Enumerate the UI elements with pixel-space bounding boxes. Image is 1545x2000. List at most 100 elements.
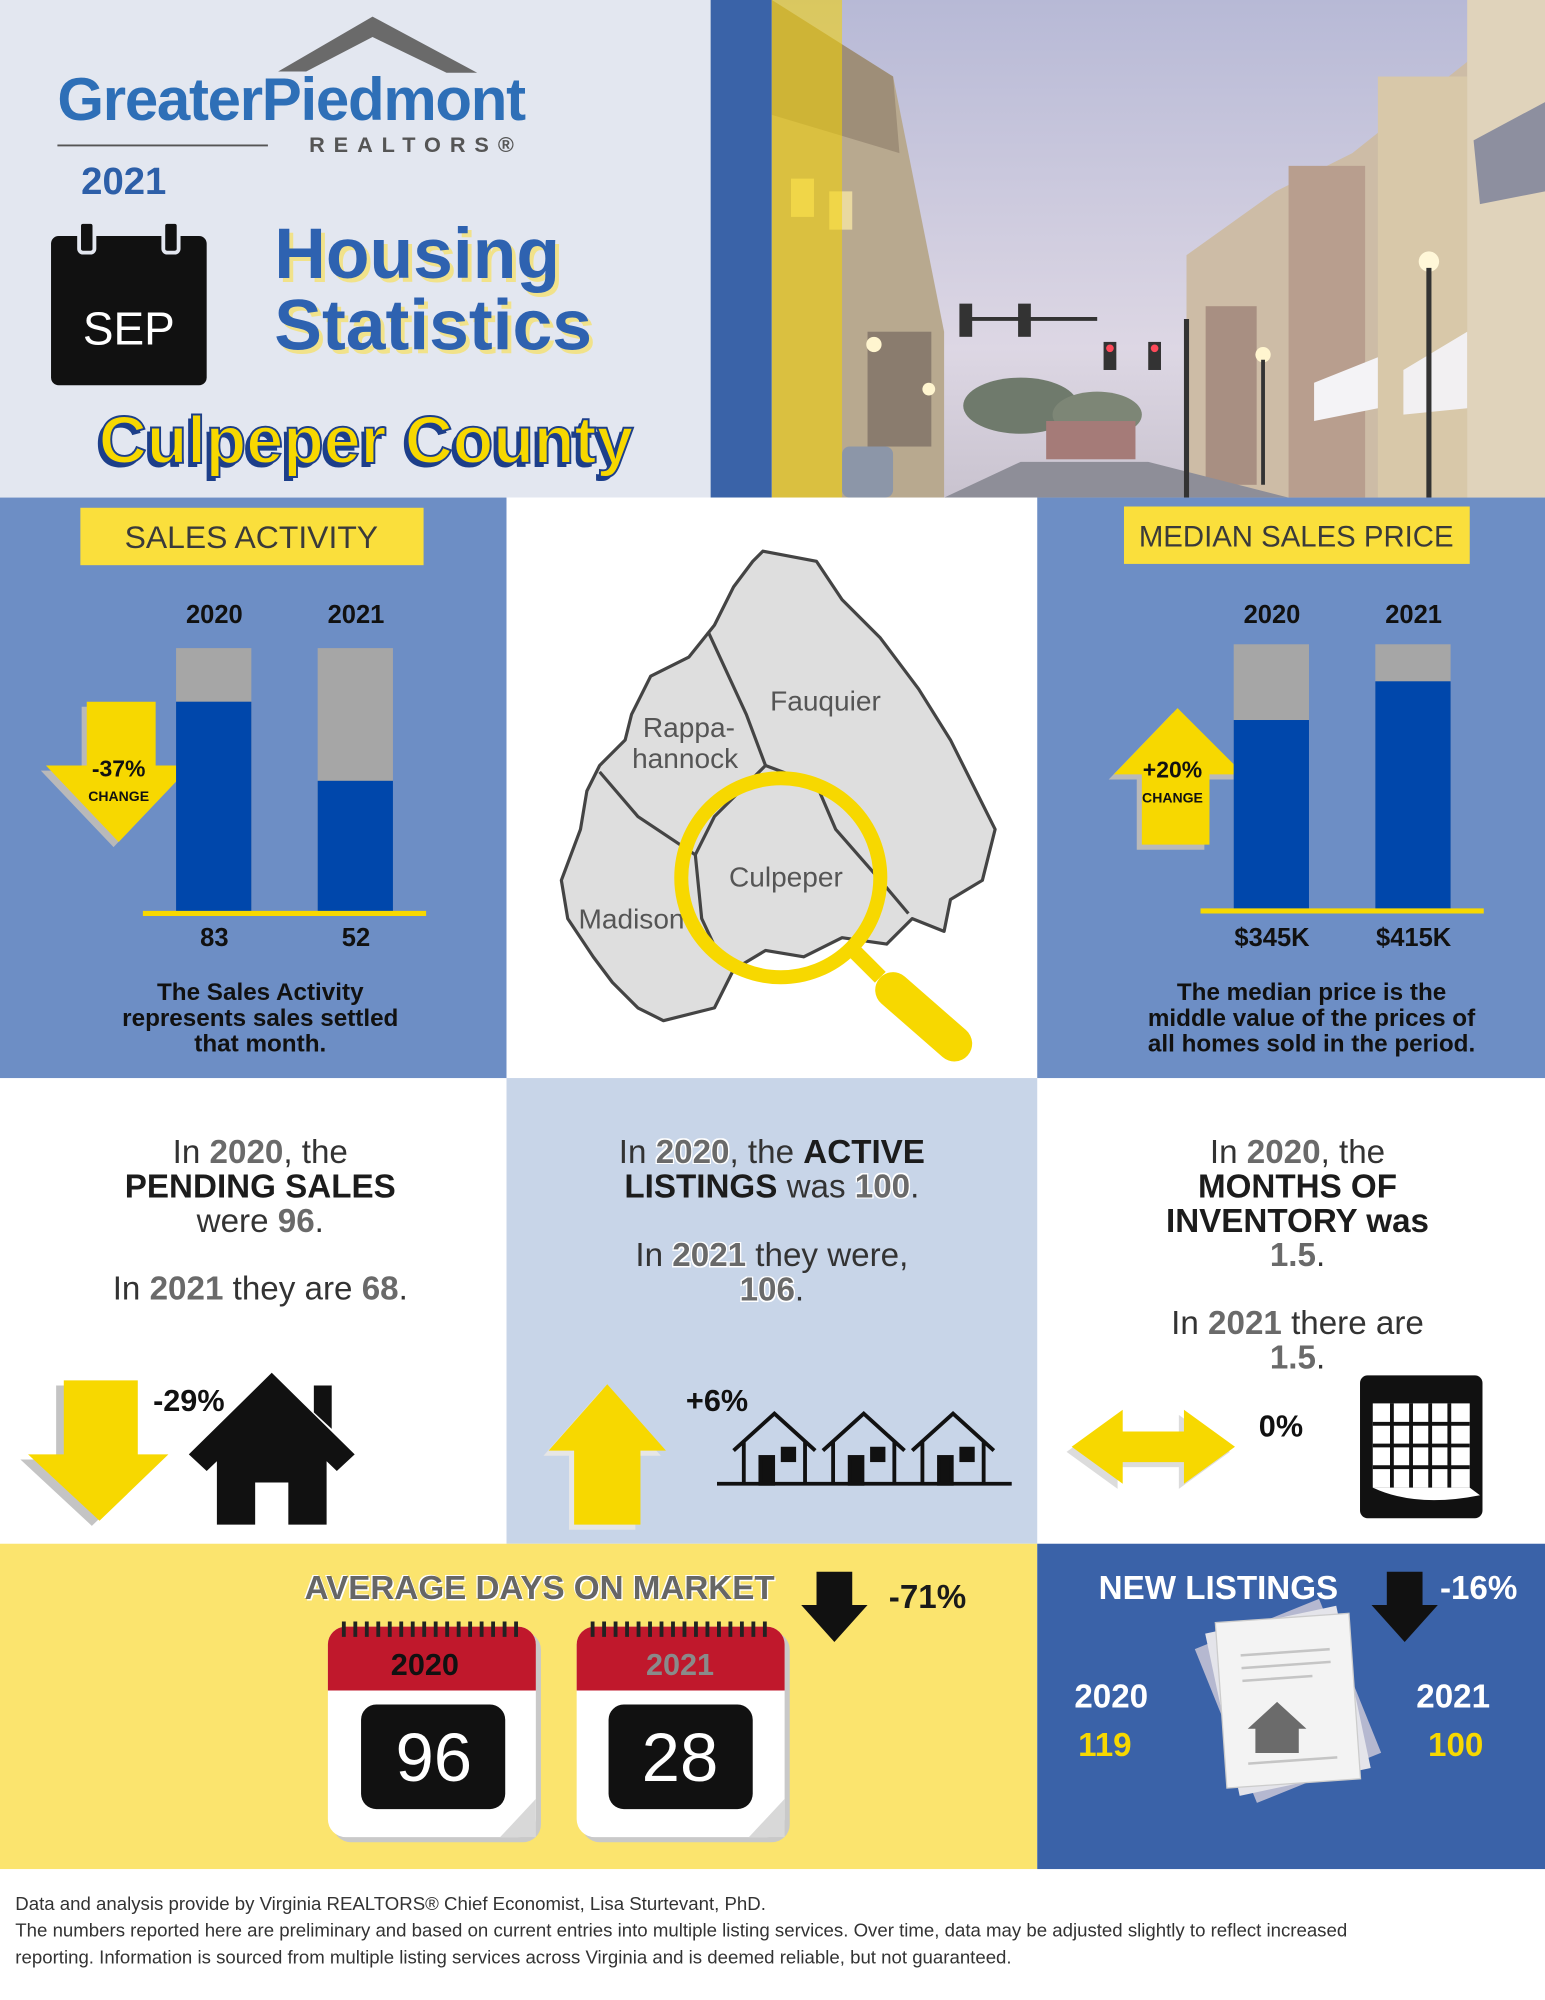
value-label: $345K [1234,924,1310,953]
change-value: -16% [1439,1568,1518,1607]
text-fragment: 106 [739,1270,795,1309]
change-word: CHANGE [88,789,150,806]
year-label: 2020 [390,1648,459,1683]
logo-subtext: REALTORS® [309,132,523,157]
title: Housing [274,213,561,294]
text-line: In 2021 there are [1171,1303,1424,1343]
logo-roof [278,16,478,73]
text-fragment: . [398,1268,408,1308]
year-label: 2021 [1385,601,1442,630]
text-fragment: . [1315,1235,1326,1274]
text-fragment: PENDING SALES [124,1166,396,1206]
text-fragment: MONTHS OF [1197,1166,1398,1206]
text-fragment: 100 [854,1166,911,1206]
text-fragment: 2021 [149,1268,224,1308]
text-fragment: In [172,1132,210,1171]
year-label: 2021 [327,601,385,630]
year: 2021 [81,160,167,203]
text-line: In 2020, the [1210,1132,1385,1172]
text-fragment: 2020 [1246,1132,1321,1171]
text-line: 106. [740,1270,805,1310]
title: Statistics [274,284,592,365]
double-arrow [1071,1409,1235,1484]
year-label: 2021 [1416,1677,1491,1716]
down-arrow [801,1571,868,1642]
text-fragment: 1.5 [1269,1337,1316,1376]
map-label: Rappa- [643,712,735,743]
note: that month. [194,1030,327,1058]
text-fragment: , the [283,1132,348,1171]
text-line: LISTINGS was 100. [624,1167,919,1207]
text-fragment: ACTIVE [803,1132,925,1171]
note: middle value of the prices of [1147,1005,1476,1033]
text-line: 1.5. [1270,1338,1325,1378]
text-line: In 2020, the [173,1132,348,1172]
text-fragment: 2021 [1208,1303,1282,1342]
note: The median price is the [1176,979,1447,1007]
text-fragment: was [777,1166,855,1206]
text-fragment: 2020 [655,1132,730,1171]
map-label: Madison [579,904,685,935]
section-title: NEW LISTINGS [1098,1568,1339,1607]
logo-text: GreaterPiedmont [57,65,526,133]
text-line: PENDING SALES [125,1167,396,1207]
calendar-icon [51,220,207,386]
text-line: In 2021 they were, [635,1236,908,1276]
section-title: AVERAGE DAYS ON MARKET [304,1568,775,1607]
day-count: 96 [395,1719,473,1797]
text-line: INVENTORY was [1166,1201,1429,1241]
text-fragment: In [1171,1303,1209,1342]
text-fragment: they are [223,1268,362,1308]
bar [1375,681,1451,911]
header-stripe [710,0,772,498]
footer-line: reporting. Information is sourced from m… [15,1948,1012,1969]
text-fragment: 2021 [672,1235,747,1274]
year-label: 2020 [185,601,243,630]
day-calendar [327,1621,541,1843]
bar [317,780,393,914]
change-value: +20% [1142,757,1203,783]
year-label: 2021 [645,1648,715,1683]
street-photo [771,0,1545,498]
change-value: +6% [685,1384,749,1419]
county: Culpeper County [98,403,634,479]
bar [176,701,252,914]
section-label: SALES ACTIVITY [124,519,379,556]
calendar-grid-icon [1360,1375,1483,1519]
text-fragment: . [794,1270,805,1309]
label-box [80,507,424,566]
house-icon [188,1372,355,1525]
listing-count: 119 [1078,1725,1132,1764]
down-arrow [45,701,192,843]
map-label: Culpeper [729,861,843,892]
footer-line: The numbers reported here are preliminar… [15,1921,1348,1942]
text-fragment: In [618,1132,656,1171]
year-label: 2020 [1074,1677,1149,1716]
text-fragment: , the [1320,1132,1386,1171]
change-word: CHANGE [1142,791,1203,807]
text-fragment: 2020 [209,1132,284,1171]
text-fragment: 68 [361,1268,399,1308]
note: all homes sold in the period. [1147,1030,1476,1058]
text-fragment: they were, [746,1235,909,1274]
change-value: 0% [1258,1409,1304,1445]
map-label: hannock [632,743,739,774]
value-label: $415K [1376,924,1452,953]
down-arrow [1371,1571,1438,1642]
text-fragment: In [1209,1132,1247,1171]
text-fragment: . [910,1166,920,1206]
change-value: -29% [153,1384,225,1419]
map-label: Fauquier [770,685,881,716]
magnifier [674,771,973,1062]
text-line: were 96. [197,1201,324,1241]
text-fragment: 1.5 [1269,1235,1316,1274]
up-arrow [1113,708,1244,845]
document-icon [1194,1598,1382,1803]
day-count: 28 [641,1719,719,1797]
month: SEP [82,302,175,355]
change-value: -37% [91,755,146,782]
up-arrow [548,1384,666,1525]
